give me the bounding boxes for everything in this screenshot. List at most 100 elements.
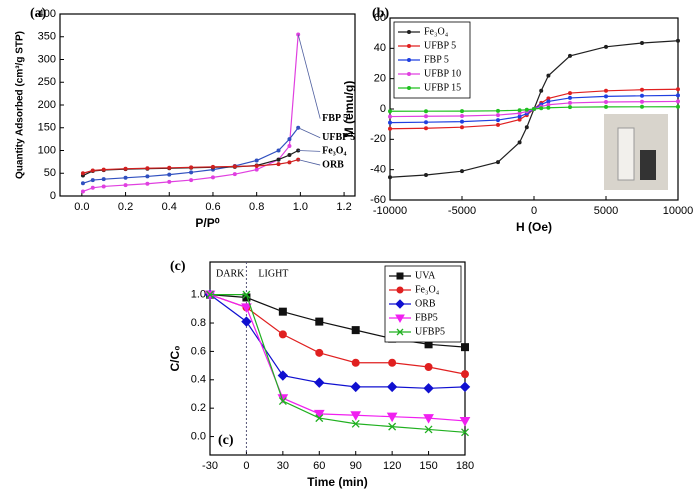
y-tick-label: -40: [370, 164, 386, 176]
legend-marker: [407, 86, 411, 90]
x-tick-label: 0.4: [162, 201, 177, 213]
y-tick-label: 60: [374, 12, 386, 24]
marker: [496, 108, 500, 113]
marker: [640, 87, 644, 92]
marker: [424, 172, 428, 177]
legend-label: UFBP 10: [424, 68, 461, 79]
marker: [640, 41, 644, 46]
marker: [640, 93, 644, 98]
series-line: [210, 294, 466, 433]
marker: [101, 177, 106, 182]
marker: [461, 428, 469, 437]
y-tick-label: 200: [38, 99, 56, 111]
marker: [524, 125, 529, 130]
legend-marker: [407, 58, 411, 62]
marker: [386, 381, 398, 393]
marker: [604, 104, 608, 109]
marker: [315, 348, 324, 357]
marker: [287, 137, 292, 142]
x-tick-label: -5000: [448, 205, 476, 217]
y-tick-label: 20: [374, 73, 386, 85]
marker: [351, 326, 360, 335]
leader-line: [298, 127, 321, 139]
marker: [388, 175, 392, 180]
marker: [189, 170, 194, 175]
panel-label: (a): [30, 6, 47, 21]
x-tick-label: 0.0: [74, 201, 89, 213]
marker: [568, 100, 572, 105]
x-axis-label: Time (min): [307, 475, 367, 489]
x-tick-label: 60: [313, 460, 325, 472]
y-tick-label: 400: [38, 8, 56, 20]
marker: [388, 422, 397, 431]
y-tick-label: 0.8: [191, 317, 206, 329]
marker: [206, 290, 214, 299]
marker: [424, 109, 428, 114]
marker: [278, 307, 287, 316]
marker: [232, 172, 237, 177]
marker: [101, 184, 106, 189]
legend-label: UFBP5: [415, 326, 445, 337]
marker: [460, 125, 464, 130]
x-tick-label: 0.6: [205, 201, 220, 213]
legend-label: Fe₃O₄: [424, 26, 449, 37]
marker: [424, 363, 433, 372]
marker: [568, 53, 572, 58]
y-tick-label: 150: [38, 122, 56, 134]
marker: [604, 88, 608, 93]
marker: [423, 383, 434, 394]
x-tick-label: -30: [202, 460, 218, 472]
marker: [80, 171, 85, 176]
y-tick-label: -60: [370, 194, 386, 206]
marker: [350, 411, 362, 421]
marker: [568, 95, 572, 100]
panel-label: (c): [218, 433, 234, 448]
x-tick-label: 0.8: [249, 201, 264, 213]
marker: [517, 140, 522, 145]
leader-line: [297, 34, 321, 119]
leader-line: [298, 150, 321, 152]
marker: [604, 100, 608, 105]
x-tick-label: 120: [383, 460, 401, 472]
inset-photo: [604, 114, 668, 190]
marker: [90, 185, 95, 190]
marker: [388, 109, 392, 114]
marker: [568, 91, 572, 96]
marker: [80, 189, 85, 194]
marker: [232, 164, 237, 169]
marker: [314, 377, 325, 388]
marker: [313, 409, 325, 420]
y-tick-label: 350: [38, 31, 56, 43]
marker: [424, 126, 428, 131]
y-tick-label: 0.0: [191, 430, 206, 442]
x-tick-label: 1.0: [293, 201, 308, 213]
y-axis-label: Quantity Adsorbed (cm³/g STP): [15, 31, 26, 179]
x-tick-label: 10000: [663, 205, 694, 217]
marker: [460, 109, 464, 114]
y-tick-label: 0: [50, 190, 56, 202]
marker: [546, 105, 551, 110]
series-label: Fe₃O₄: [322, 146, 346, 157]
x-axis-label: P/P⁰: [195, 216, 219, 230]
marker: [496, 113, 500, 118]
marker: [388, 126, 392, 131]
y-tick-label: 300: [38, 53, 56, 65]
marker: [80, 181, 85, 186]
marker: [676, 104, 680, 109]
marker: [315, 317, 324, 326]
y-tick-label: 40: [374, 42, 386, 54]
y-axis-label: M (emu/g): [342, 81, 356, 138]
x-tick-label: 1.2: [336, 201, 351, 213]
y-tick-label: 100: [38, 144, 56, 156]
y-tick-label: 250: [38, 76, 56, 88]
marker: [568, 105, 572, 110]
marker: [278, 397, 287, 406]
legend-marker: [407, 44, 411, 48]
marker: [145, 166, 150, 171]
panel-label: (b): [372, 6, 389, 21]
marker: [459, 416, 471, 427]
marker: [254, 167, 259, 172]
marker: [145, 174, 150, 179]
x-axis-label: H (Oe): [516, 220, 552, 234]
marker: [351, 358, 360, 367]
